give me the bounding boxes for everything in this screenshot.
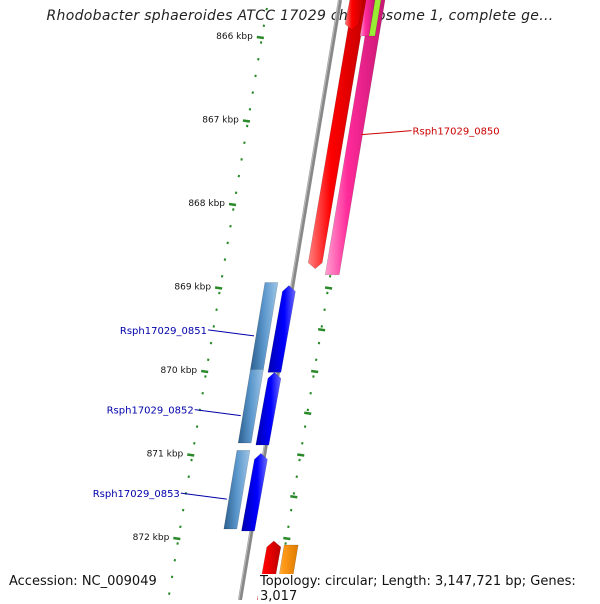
ruler-dot-left: [257, 57, 260, 61]
ruler-dot-left: [215, 308, 218, 312]
gene-Rsph17029_0853[interactable]: [223, 450, 268, 532]
ruler-dot-right: [306, 408, 310, 412]
cds-feature[interactable]: [324, 0, 389, 276]
ruler-dot-left: [251, 91, 255, 94]
ruler-dot-right: [292, 492, 296, 495]
ruler-dot-left: [187, 475, 190, 479]
ruler-tick: [173, 536, 181, 541]
ruler-dot-left: [226, 241, 229, 245]
ruler-dot-left: [193, 441, 196, 445]
ruler-dot-left: [167, 592, 171, 595]
ruler-dot-right: [295, 475, 298, 479]
ruler-tick: [214, 286, 223, 290]
ruler-dot-left: [218, 291, 221, 295]
ruler-tick: [228, 202, 237, 207]
cds-feature[interactable]: [255, 371, 282, 446]
accession-text: Accession: NC_009049: [7, 574, 159, 589]
ruler-tick-label: 872 kbp: [133, 533, 170, 543]
gene-Rsph17029_0850[interactable]: [307, 0, 389, 276]
ruler-dot-right: [298, 458, 301, 462]
ruler-dot-left: [223, 258, 227, 261]
gene-label[interactable]: Rsph17029_0852: [107, 406, 194, 417]
ruler-minor-tick: [297, 453, 305, 457]
ruler-dot-left: [212, 325, 216, 328]
ruler-dot-left: [170, 575, 174, 579]
ruler-dot-left: [190, 458, 193, 462]
ruler-dot-right: [328, 274, 332, 278]
ruler-dot-left: [265, 7, 268, 11]
ruler-dot-right: [314, 358, 318, 362]
ruler-tick-label: 871 kbp: [147, 450, 184, 460]
ruler-dot-left: [181, 508, 185, 512]
ruler-dot-left: [232, 208, 235, 211]
ruler-minor-tick: [283, 536, 291, 541]
gene-Rsph17029_0852[interactable]: [237, 369, 282, 446]
ruler-dot-left: [209, 341, 213, 345]
gene-label[interactable]: Rsph17029_0850: [413, 127, 500, 138]
ruler-dot-left: [195, 425, 199, 428]
ruler-dot-left: [179, 525, 182, 529]
ruler-dot-right: [326, 291, 329, 295]
ruler-minor-tick: [317, 328, 326, 332]
ruler-dot-left: [248, 107, 252, 111]
gene-label[interactable]: Rsph17029_0851: [120, 326, 207, 337]
ruler-dot-left: [173, 558, 177, 562]
ruler-tick-label: 870 kbp: [160, 366, 197, 376]
cds-feature[interactable]: [241, 452, 268, 532]
cds-feature[interactable]: [267, 285, 296, 373]
ruler-dot-left: [206, 358, 210, 362]
partial-feature-top[interactable]: [344, 0, 382, 37]
ruler-minor-tick: [290, 495, 298, 499]
ruler-dot-left: [245, 124, 249, 128]
ruler-dot-left: [176, 542, 179, 545]
ruler-dot-right: [312, 375, 315, 378]
ruler-dot-left: [243, 141, 246, 145]
ruler-dot-right: [303, 425, 307, 428]
ruler-tick: [187, 453, 195, 457]
gene-label-leader: [361, 130, 412, 136]
ruler-dot-right: [284, 542, 287, 545]
ruler-minor-tick: [310, 369, 319, 374]
ruler-dot-left: [259, 41, 263, 44]
ruler-dot-left: [240, 158, 243, 161]
ruler-dot-right: [309, 391, 312, 395]
ruler-dot-left: [234, 191, 238, 195]
gene-feature[interactable]: [223, 450, 251, 530]
map-title: Rhodobacter sphaeroides ATCC 17029 chrom…: [46, 8, 554, 24]
ruler-minor-tick: [304, 411, 312, 415]
ruler-dot-left: [229, 224, 232, 228]
ruler-dot-left: [237, 174, 241, 178]
gene-feature[interactable]: [237, 369, 264, 444]
gene-label[interactable]: Rsph17029_0853: [93, 489, 180, 500]
ruler-tick-label: 868 kbp: [188, 199, 225, 209]
ruler-dot-left: [254, 74, 257, 78]
ruler-dot-right: [323, 308, 326, 312]
gene-label-leader: [180, 492, 227, 500]
partial-cds-feature[interactable]: [368, 0, 382, 37]
ruler-tick: [256, 35, 265, 40]
gene-Rsph17029_0851[interactable]: [249, 282, 296, 373]
ruler-dot-right: [317, 341, 321, 345]
ruler-dot-right: [289, 508, 293, 512]
ruler-tick-label: 867 kbp: [202, 116, 239, 126]
gene-feature[interactable]: [307, 0, 371, 270]
ruler-minor-tick: [324, 286, 333, 290]
ruler-tick: [200, 369, 209, 374]
ruler-tick: [242, 119, 251, 123]
genome-summary-text: Topology: circular; Length: 3,147,721 bp…: [258, 574, 600, 604]
gene-label-leader: [194, 409, 241, 417]
ruler-dot-left: [201, 391, 204, 395]
ruler-dot-left: [220, 274, 224, 278]
ruler-dot-right: [287, 525, 290, 529]
ruler-dot-right: [301, 441, 304, 445]
ruler-dot-left: [204, 375, 207, 378]
gene-label-leader: [207, 329, 255, 337]
partial-gene-feature[interactable]: [344, 0, 365, 31]
ruler-dot-right: [320, 325, 324, 328]
ruler-tick-label: 866 kbp: [216, 32, 253, 42]
ruler-tick-label: 869 kbp: [174, 283, 211, 293]
ruler-dot-left: [262, 24, 266, 28]
